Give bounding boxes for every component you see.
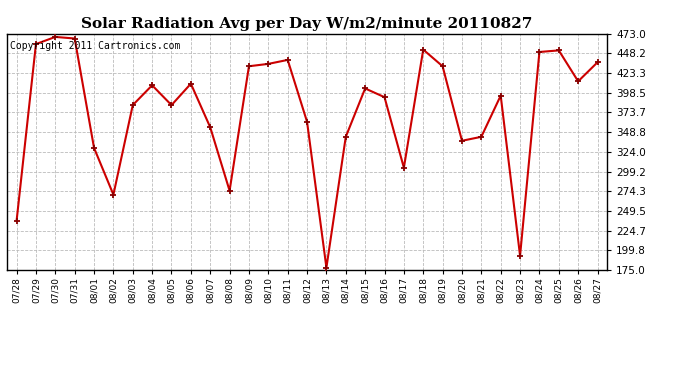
Title: Solar Radiation Avg per Day W/m2/minute 20110827: Solar Radiation Avg per Day W/m2/minute … <box>81 17 533 31</box>
Text: Copyright 2011 Cartronics.com: Copyright 2011 Cartronics.com <box>10 41 180 51</box>
